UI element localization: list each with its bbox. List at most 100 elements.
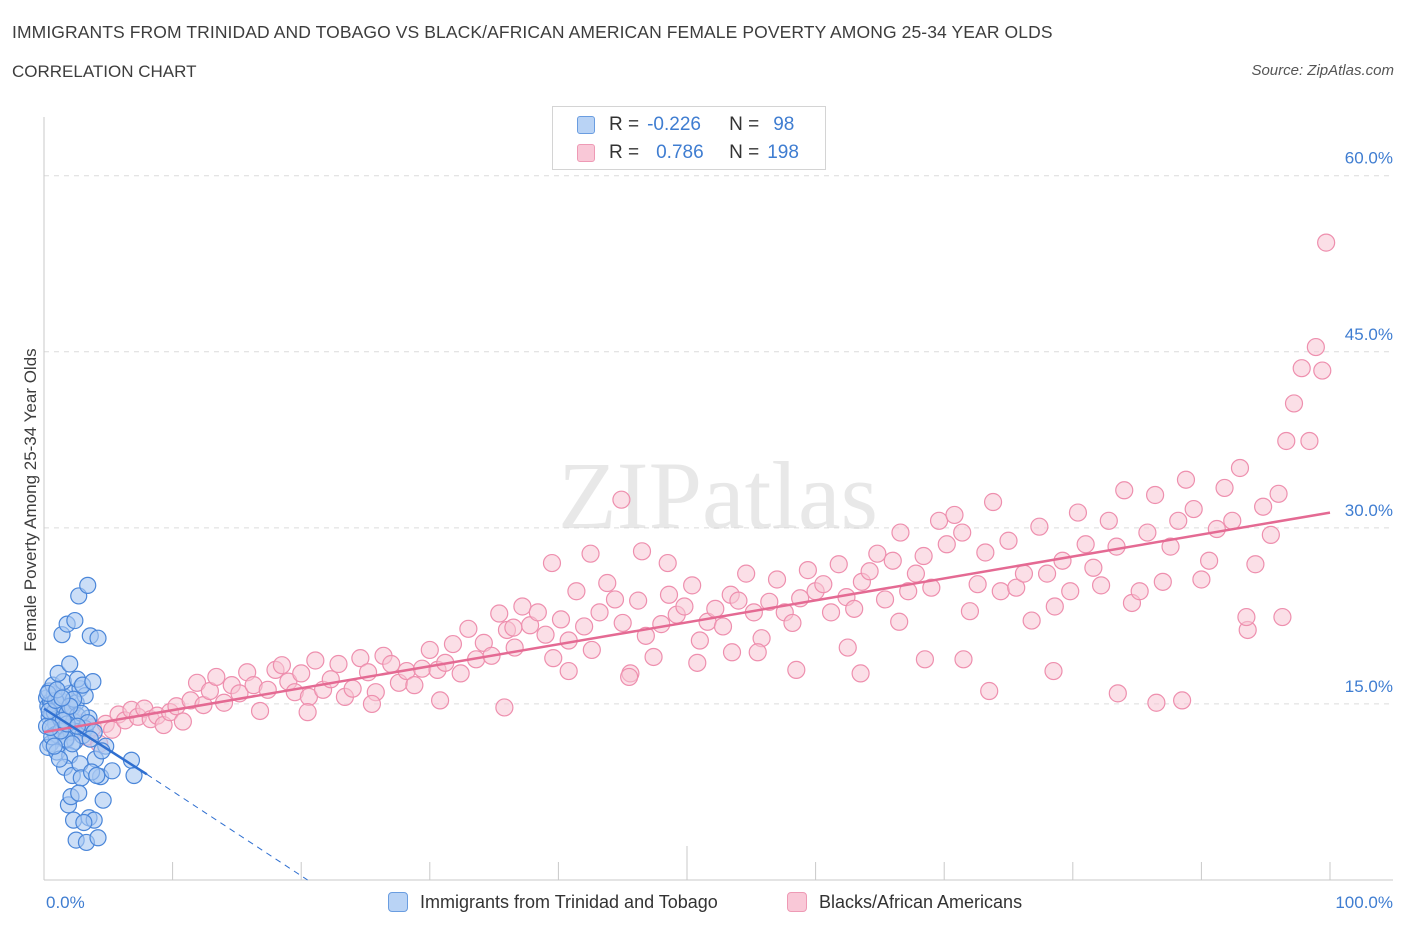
data-point-blacks [713, 617, 733, 636]
data-point-blacks [798, 561, 817, 580]
data-point-blacks [298, 703, 317, 722]
data-point-blacks [748, 643, 767, 662]
legend-n-value: 98 [773, 114, 795, 135]
chart-subtitle: CORRELATION CHART [12, 62, 197, 81]
data-point-blacks [351, 649, 370, 668]
y-tick-labels: 15.0% 30.0% 45.0% 60.0% [1345, 149, 1393, 696]
y-tick-label: 60.0% [1345, 149, 1393, 168]
data-point-blacks [1045, 597, 1064, 616]
data-point-blacks [575, 617, 594, 636]
data-point-blacks [983, 492, 1003, 512]
data-point-blacks [953, 523, 972, 542]
data-point-blacks [1044, 661, 1063, 681]
legend-r-value: -0.226 [647, 114, 701, 135]
data-point-blacks [906, 564, 926, 583]
data-point-blacks [1254, 497, 1273, 516]
data-point-blacks [207, 667, 226, 687]
data-point-blacks [1107, 537, 1126, 556]
legend-r-value: 0.786 [656, 142, 704, 163]
data-point-blacks [613, 613, 632, 633]
data-point-blacks [1207, 519, 1226, 539]
data-point-blacks [1099, 511, 1118, 530]
data-point-blacks [821, 603, 841, 622]
data-point-blacks [1007, 578, 1026, 597]
legend-row-trinidad: R = -0.226 N = 98 [577, 113, 794, 137]
data-point-blacks [173, 712, 192, 731]
x-tick-label-max: 100.0% [1335, 893, 1393, 912]
data-point-blacks [838, 638, 857, 657]
data-point-blacks [620, 667, 639, 687]
data-point-blacks [976, 543, 995, 562]
data-point-blacks [722, 643, 742, 662]
data-point-blacks [632, 542, 652, 561]
data-point-blacks [1192, 570, 1211, 589]
data-point-blacks [551, 610, 571, 629]
data-point-trinidad [61, 655, 79, 673]
data-point-blacks [1200, 551, 1219, 570]
data-point-blacks [513, 597, 532, 616]
watermark-text: ZIPatlas [558, 442, 878, 549]
data-point-blacks [443, 634, 463, 654]
data-point-blacks [582, 640, 601, 660]
data-point-blacks [787, 660, 806, 679]
data-point-blacks [1261, 525, 1280, 544]
data-point-blacks [1068, 503, 1088, 522]
data-point-trinidad [89, 829, 107, 847]
y-tick-label: 15.0% [1345, 677, 1393, 696]
legend-n-value: 198 [767, 142, 799, 163]
data-point-blacks [1161, 537, 1180, 556]
data-point-blacks [598, 573, 617, 593]
data-point-blacks [1176, 470, 1196, 489]
data-point-blacks [922, 578, 941, 597]
data-point-blacks [659, 585, 679, 604]
data-point-blacks [1184, 499, 1203, 519]
chart-title: IMMIGRANTS FROM TRINIDAD AND TOBAGO VS B… [12, 22, 1053, 42]
data-point-blacks [292, 664, 311, 683]
data-point-blacks [1223, 511, 1242, 530]
data-point-blacks [636, 626, 655, 645]
data-point-blacks [528, 603, 547, 622]
data-point-blacks [845, 599, 864, 618]
data-point-blacks [1130, 582, 1149, 601]
data-point-blacks [590, 603, 609, 622]
data-point-blacks [405, 676, 424, 695]
data-point-blacks [1022, 611, 1041, 630]
data-point-blacks [1146, 485, 1165, 505]
data-point-blacks [1215, 478, 1234, 498]
data-point-blacks [1030, 517, 1049, 536]
data-point-blacks [1173, 691, 1192, 710]
data-point-blacks [1115, 481, 1134, 500]
bottom-legend-swatch-blue [388, 892, 408, 912]
data-point-blacks [968, 575, 987, 594]
data-point-blacks [1300, 431, 1319, 451]
data-point-blacks [382, 654, 401, 674]
data-point-blacks [504, 618, 523, 637]
data-point-blacks [536, 625, 555, 644]
data-point-blacks [783, 613, 802, 633]
y-tick-label: 30.0% [1345, 501, 1393, 520]
bottom-legend-label: Immigrants from Trinidad and Tobago [420, 891, 718, 912]
trend-line-trinidad [43, 707, 148, 776]
bottom-legend-trinidad: Immigrants from Trinidad and Tobago [388, 890, 718, 914]
data-point-blacks [612, 490, 631, 509]
data-point-blacks [851, 664, 870, 683]
bottom-legend-swatch-pink [787, 892, 807, 912]
series-trinidad-points [37, 576, 143, 852]
legend-swatch-pink [577, 144, 595, 162]
data-point-blacks [629, 591, 648, 610]
data-point-blacks [937, 535, 956, 554]
data-point-blacks [250, 701, 270, 721]
data-point-blacks [1014, 564, 1034, 583]
data-point-blacks [1084, 558, 1103, 577]
legend-r-label: R = [609, 142, 640, 163]
data-point-blacks [306, 651, 325, 670]
bottom-legend-blacks: Blacks/African Americans [787, 890, 1022, 914]
data-point-blacks [329, 654, 348, 674]
data-point-blacks [1269, 484, 1288, 503]
y-tick-label: 45.0% [1345, 325, 1393, 344]
gridlines [44, 175, 1393, 705]
data-point-blacks [652, 615, 671, 634]
data-point-trinidad [70, 784, 88, 802]
data-point-blacks [272, 656, 292, 675]
data-point-blacks [875, 590, 895, 609]
